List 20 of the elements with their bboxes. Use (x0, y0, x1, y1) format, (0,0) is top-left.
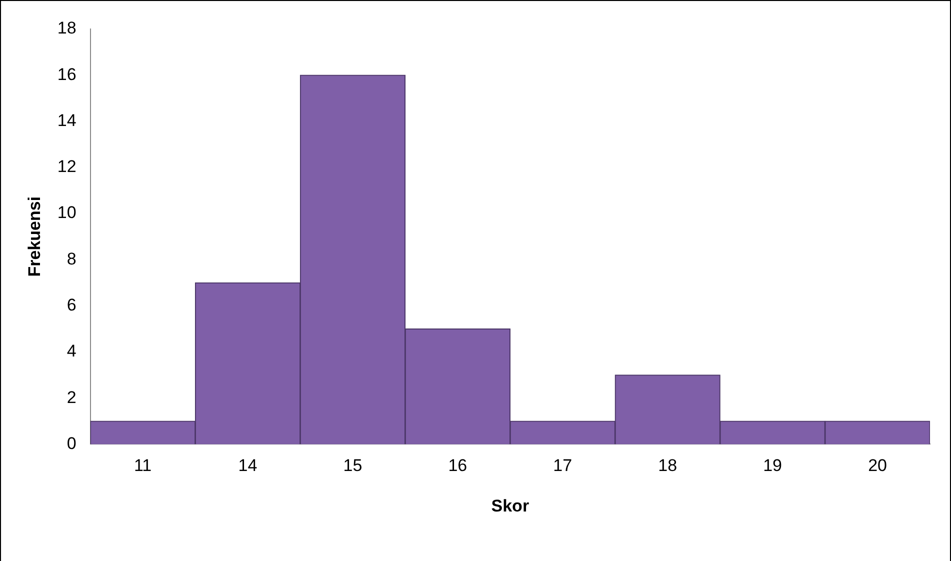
y-tick-label: 16 (57, 64, 76, 84)
x-tick-label: 20 (868, 456, 887, 476)
y-tick-label: 0 (66, 434, 76, 453)
x-axis-title: Skor (491, 496, 530, 516)
x-tick-label: 15 (343, 456, 362, 476)
x-tick-label: 19 (763, 456, 782, 476)
y-tick-label: 2 (66, 388, 76, 407)
x-tick-label: 14 (238, 456, 258, 476)
x-tick-label: 18 (658, 456, 678, 476)
y-tick-label: 12 (57, 157, 76, 176)
y-tick-label: 6 (66, 295, 76, 314)
x-tick-label: 16 (448, 456, 468, 476)
y-tick-label: 4 (66, 342, 76, 361)
x-tick-label: 17 (553, 456, 572, 476)
y-tick-label: 8 (66, 249, 76, 268)
y-axis-title: Frekuensi (24, 196, 44, 277)
y-tick-label: 10 (57, 203, 76, 222)
x-tick-label: 11 (134, 456, 152, 476)
y-tick-label: 18 (57, 18, 76, 38)
y-tick-label: 14 (57, 110, 76, 130)
